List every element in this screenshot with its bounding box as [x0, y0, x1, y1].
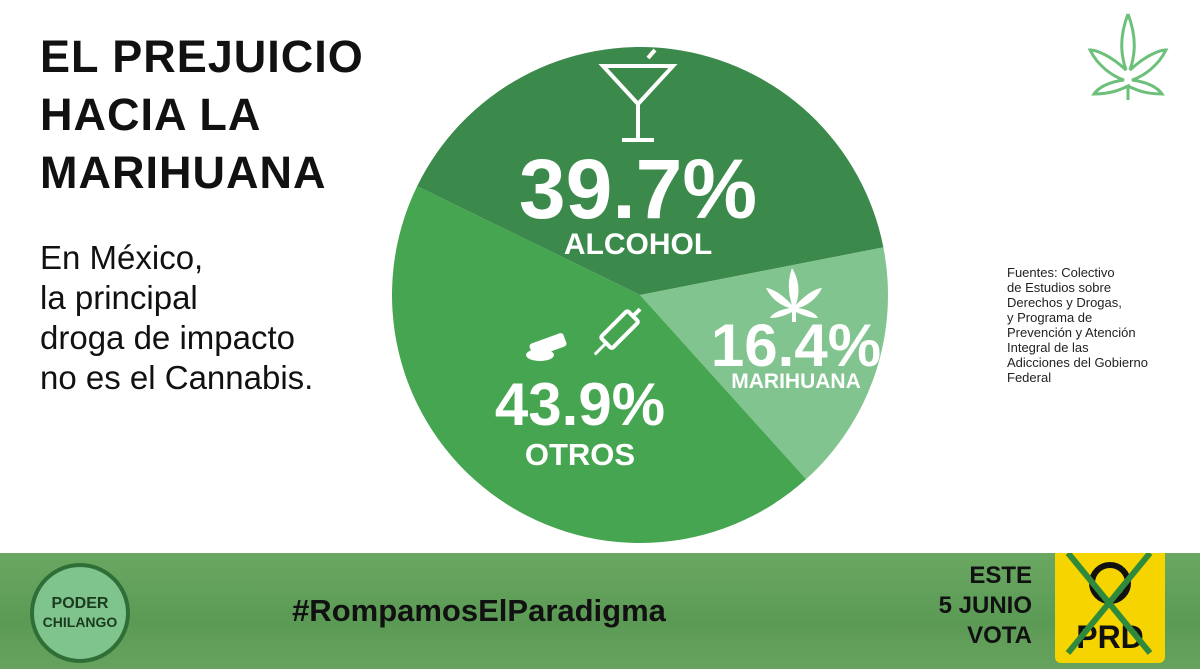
category-label: OTROS: [525, 437, 635, 472]
hashtag: #RompamosElParadigma: [292, 593, 667, 628]
alcohol-icon: [598, 48, 678, 142]
source-line: Prevención y Atención: [1007, 325, 1136, 340]
title-line: HACIA LA: [40, 89, 262, 140]
title-line: EL PREJUICIO: [40, 31, 364, 82]
source-line: Adicciones del Gobierno: [1007, 355, 1148, 370]
logo-text: PODER: [52, 595, 109, 612]
subtitle: En México, la principal droga de impacto…: [40, 238, 313, 398]
subtitle-line: droga de impacto: [40, 319, 295, 356]
pie-slice: [417, 46, 884, 295]
category-label: MARIHUANA: [731, 370, 861, 393]
logo-text: CHILANGO: [43, 614, 118, 630]
title-line: MARIHUANA: [40, 147, 327, 198]
source-line: Federal: [1007, 370, 1052, 385]
party-cross: [1065, 553, 1153, 655]
cta-line: 5 JUNIO: [939, 592, 1032, 619]
marihuana-icon: [766, 268, 822, 322]
footer-banner: [0, 553, 1200, 669]
source-line: de Estudios sobre: [1007, 280, 1112, 295]
subtitle-line: la principal: [40, 279, 198, 316]
subtitle-line: En México,: [40, 239, 204, 276]
otros-icon: [526, 307, 642, 361]
pie-slice: [392, 186, 807, 543]
source-note: Fuentes: Colectivo de Estudios sobre Der…: [1007, 265, 1148, 385]
logo-badge: [30, 563, 130, 663]
category-label: ALCOHOL: [564, 228, 712, 261]
footer: PODER CHILANGO #RompamosElParadigma ESTE…: [30, 553, 1165, 663]
title: EL PREJUICIO HACIA LA MARIHUANA: [40, 28, 364, 202]
leaf-logo: [1087, 13, 1169, 100]
pie-chart: 39.7%ALCOHOL 16.4%MARIHUANA 43.9%OTROS: [392, 13, 1169, 543]
value-label: 39.7%: [519, 142, 757, 236]
value-label: 16.4%: [711, 312, 881, 379]
source-line: y Programa de: [1007, 310, 1093, 325]
cta-line: ESTE: [969, 562, 1032, 589]
cta-line: VOTA: [967, 622, 1032, 649]
value-label: 43.9%: [495, 371, 665, 438]
pie-slice: [640, 247, 888, 480]
subtitle-line: no es el Cannabis.: [40, 359, 314, 396]
source-line: Fuentes: Colectivo: [1007, 265, 1115, 280]
source-line: Derechos y Drogas,: [1007, 295, 1122, 310]
source-line: Integral de las: [1007, 340, 1089, 355]
